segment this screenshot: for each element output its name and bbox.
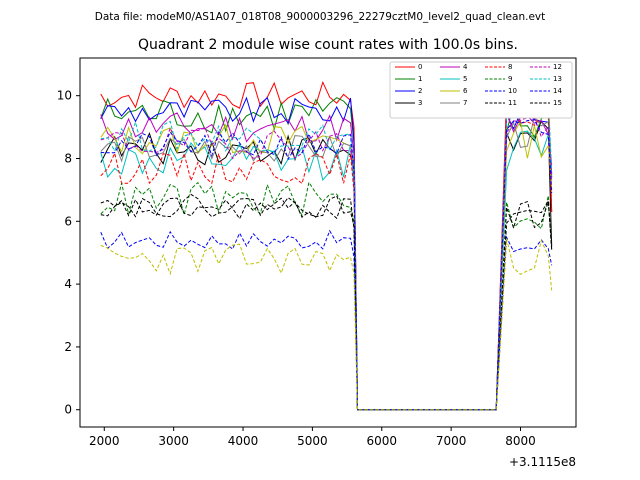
x-tick-label: 7000 (436, 434, 467, 448)
legend-label: 10 (508, 87, 517, 95)
legend-label: 14 (553, 87, 562, 95)
series-line-yellow-dashed (100, 238, 553, 411)
series-line-14 (100, 119, 553, 411)
plot-area (100, 67, 553, 411)
series-line-11 (100, 197, 553, 411)
x-tick-label: 4000 (228, 434, 259, 448)
y-tick-label: 4 (64, 277, 72, 291)
legend-label: 3 (418, 99, 422, 107)
legend-box (389, 61, 573, 119)
x-tick-label: 5000 (297, 434, 328, 448)
legend-label: 0 (418, 63, 422, 71)
axes-frame (79, 57, 577, 428)
y-tick-label: 8 (64, 151, 72, 165)
y-tick-label: 2 (64, 340, 72, 354)
legend-label: 15 (553, 99, 562, 107)
x-tick-label: 2000 (89, 434, 120, 448)
series-line-15 (100, 193, 553, 411)
series-line-12 (100, 117, 553, 411)
y-axis-ticks: 0 2 4 6 8 10 (57, 89, 80, 417)
legend-label: 9 (508, 75, 512, 83)
legend-label: 1 (418, 75, 422, 83)
legend-label: 8 (508, 63, 512, 71)
axes (79, 57, 577, 428)
series-line-6 (100, 120, 553, 411)
y-tick-label: 0 (64, 403, 72, 417)
legend-label: 11 (508, 99, 517, 107)
x-axis-ticks: 2000 3000 4000 5000 6000 7000 8000 (89, 427, 536, 448)
x-tick-label: 8000 (505, 434, 536, 448)
legend-label: 4 (463, 63, 468, 71)
x-tick-label: 3000 (158, 434, 189, 448)
chart-title: Quadrant 2 module wise count rates with … (138, 37, 518, 53)
y-tick-label: 6 (64, 214, 72, 228)
series-line-10 (100, 229, 553, 411)
legend-label: 12 (553, 63, 562, 71)
legend-label: 6 (463, 87, 468, 95)
series-line-3 (100, 120, 553, 411)
y-tick-label: 10 (57, 89, 72, 103)
legend-label: 2 (418, 87, 422, 95)
figure-suptitle: Data file: modeM0/AS1A07_018T08_90000032… (95, 11, 546, 23)
legend-label: 5 (463, 75, 467, 83)
x-tick-label: 6000 (366, 434, 397, 448)
x-offset-label: +3.1115e8 (509, 455, 576, 469)
legend-label: 13 (553, 75, 562, 83)
legend-label: 7 (463, 99, 467, 107)
